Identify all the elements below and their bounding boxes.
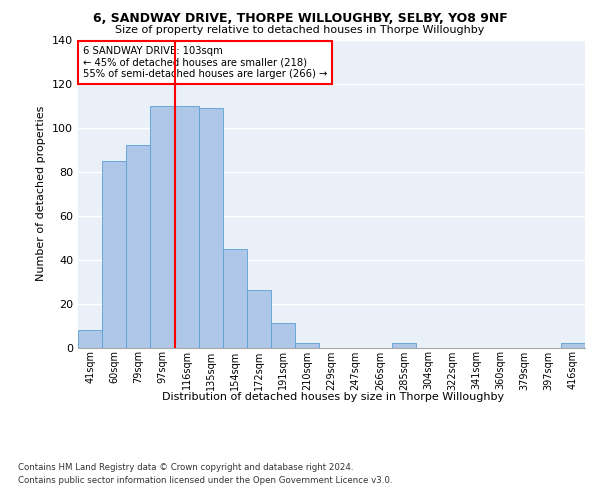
Bar	[271, 324, 295, 347]
Bar	[126, 146, 151, 348]
Text: Size of property relative to detached houses in Thorpe Willoughby: Size of property relative to detached ho…	[115, 25, 485, 35]
Bar	[199, 108, 223, 348]
Bar	[102, 161, 126, 348]
Bar	[247, 290, 271, 348]
Text: Distribution of detached houses by size in Thorpe Willoughby: Distribution of detached houses by size …	[162, 392, 504, 402]
Bar	[78, 330, 102, 347]
Bar	[295, 343, 319, 347]
Bar	[151, 106, 175, 348]
Bar	[223, 248, 247, 348]
Text: Contains public sector information licensed under the Open Government Licence v3: Contains public sector information licen…	[18, 476, 392, 485]
Y-axis label: Number of detached properties: Number of detached properties	[37, 106, 46, 282]
Text: Contains HM Land Registry data © Crown copyright and database right 2024.: Contains HM Land Registry data © Crown c…	[18, 462, 353, 471]
Text: 6, SANDWAY DRIVE, THORPE WILLOUGHBY, SELBY, YO8 9NF: 6, SANDWAY DRIVE, THORPE WILLOUGHBY, SEL…	[92, 12, 508, 26]
Text: 6 SANDWAY DRIVE: 103sqm
← 45% of detached houses are smaller (218)
55% of semi-d: 6 SANDWAY DRIVE: 103sqm ← 45% of detache…	[83, 46, 328, 80]
Bar	[561, 343, 585, 347]
Bar	[175, 106, 199, 348]
Bar	[392, 343, 416, 347]
